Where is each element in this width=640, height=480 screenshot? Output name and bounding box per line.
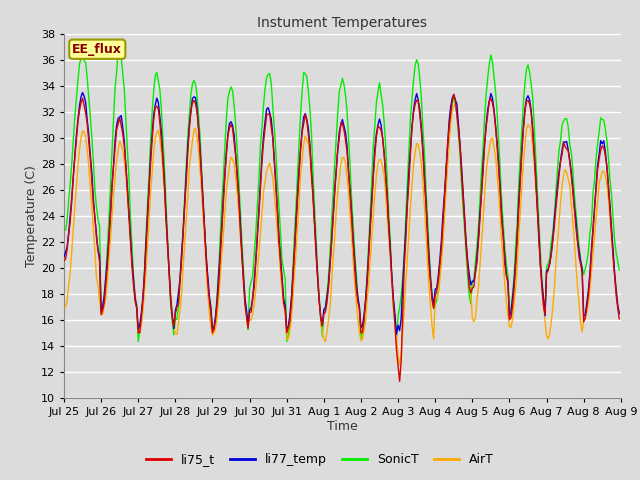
Text: EE_flux: EE_flux xyxy=(72,43,122,56)
Title: Instument Temperatures: Instument Temperatures xyxy=(257,16,428,30)
X-axis label: Time: Time xyxy=(327,420,358,433)
Y-axis label: Temperature (C): Temperature (C) xyxy=(25,165,38,267)
Legend: li75_t, li77_temp, SonicT, AirT: li75_t, li77_temp, SonicT, AirT xyxy=(141,448,499,471)
